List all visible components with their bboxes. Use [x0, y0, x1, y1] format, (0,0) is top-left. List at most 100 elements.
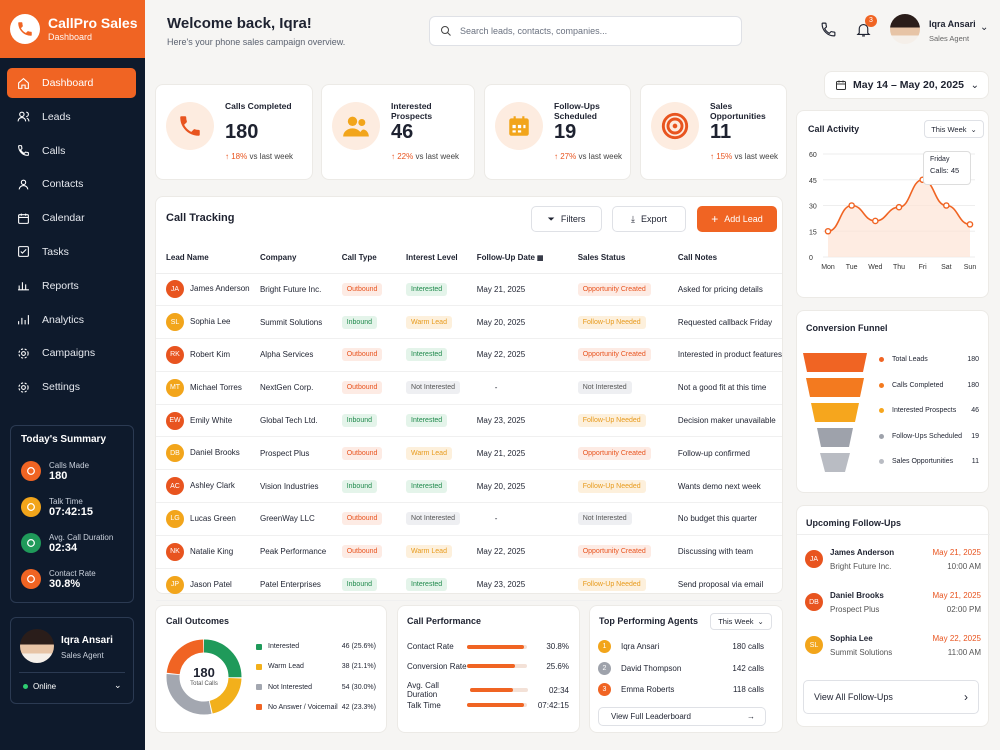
- table-row[interactable]: EW Emily White Global Tech Ltd. Inbound Inte…: [156, 404, 782, 438]
- header-avatar[interactable]: [890, 14, 920, 44]
- followup-item[interactable]: SL Sophia Lee Summit Solutions May 22, 2025…: [805, 632, 981, 672]
- column-header[interactable]: Lead Name: [156, 242, 250, 274]
- funnel-stage[interactable]: [817, 428, 853, 447]
- data-point[interactable]: [872, 217, 879, 225]
- welcome-subtitle: Here's your phone sales campaign overvie…: [167, 37, 346, 47]
- column-header[interactable]: Call Type: [331, 242, 397, 274]
- funnel-stage[interactable]: [820, 453, 850, 472]
- interest-cell: Interested: [396, 338, 467, 372]
- lead-name[interactable]: Daniel Brooks: [190, 448, 240, 458]
- sidebar-item-contacts[interactable]: Contacts: [7, 169, 136, 199]
- target-icon: [651, 102, 699, 150]
- agent-row[interactable]: 1 Iqra Ansari 180 calls: [598, 640, 764, 653]
- sidebar-item-calendar[interactable]: Calendar: [7, 203, 136, 233]
- lead-name[interactable]: Emily White: [190, 415, 233, 425]
- funnel-stage[interactable]: [806, 378, 864, 397]
- lead-name[interactable]: Robert Kim: [190, 350, 231, 360]
- lead-name[interactable]: James Anderson: [190, 284, 250, 294]
- table-row[interactable]: JP Jason Patel Patel Enterprises Inbound Int…: [156, 568, 782, 602]
- rank-badge: 1: [598, 640, 611, 653]
- table-row[interactable]: NK Natalie King Peak Performance Outbound Wa…: [156, 535, 782, 569]
- table-row[interactable]: MT Michael Torres NextGen Corp. Outbound Not…: [156, 371, 782, 405]
- chevron-down-icon[interactable]: ⌄: [114, 680, 122, 690]
- followup-item[interactable]: JA James Anderson Bright Future Inc. May 21…: [805, 546, 981, 586]
- data-point[interactable]: [824, 227, 832, 235]
- call-notes-cell: Discussing with team: [667, 535, 782, 569]
- funnel-stage[interactable]: [803, 353, 867, 372]
- column-header[interactable]: Interest Level: [396, 242, 467, 274]
- sidebar-item-leads[interactable]: Leads: [7, 102, 136, 132]
- brand[interactable]: CallPro Sales Dashboard: [0, 0, 145, 58]
- table-row[interactable]: SL Sophia Lee Summit Solutions Inbound Warm …: [156, 305, 782, 340]
- stat-card[interactable]: Calls Completed 180 ↑ 18% vs last week: [155, 84, 313, 180]
- donut-total-label: Total Calls: [190, 681, 218, 687]
- welcome-title: Welcome back, Iqra!: [167, 15, 312, 32]
- data-point[interactable]: [943, 202, 950, 209]
- donut-slice[interactable]: [166, 639, 242, 715]
- column-header[interactable]: Call Notes: [667, 242, 782, 274]
- column-header[interactable]: Company: [249, 242, 332, 274]
- download-icon: ⤓: [631, 213, 635, 224]
- stat-card[interactable]: Sales Opportunities 11 ↑ 15% vs last week: [640, 84, 787, 180]
- sidebar-item-settings[interactable]: Settings: [7, 372, 136, 402]
- sales-status-cell: Follow-Up Needed: [567, 305, 668, 340]
- table-row[interactable]: JA James Anderson Bright Future Inc. Outbou…: [156, 273, 782, 307]
- funnel-stage[interactable]: [811, 403, 859, 422]
- add-lead-button[interactable]: + Add Lead: [697, 206, 777, 232]
- lead-name[interactable]: Lucas Green: [190, 514, 236, 524]
- lead-name[interactable]: Natalie King: [190, 546, 234, 556]
- table-row[interactable]: AC Ashley Clark Vision Industries Inbound In…: [156, 469, 782, 504]
- range-select[interactable]: This Week ⌄: [924, 120, 984, 138]
- data-point[interactable]: [895, 203, 903, 211]
- chevron-down-icon[interactable]: ⌄: [980, 22, 989, 33]
- lead-name[interactable]: Ashley Clark: [190, 481, 235, 491]
- sidebar-item-calls[interactable]: Calls: [7, 136, 136, 166]
- stat-card[interactable]: Interested Prospects 46 ↑ 22% vs last week: [321, 84, 475, 180]
- export-button[interactable]: ⤓ Export: [612, 206, 686, 232]
- table-row[interactable]: RK Robert Kim Alpha Services Outbound Intere…: [156, 338, 782, 372]
- lead-name[interactable]: Michael Torres: [190, 382, 242, 392]
- followups-card: Upcoming Follow-Ups JA James Anderson Brig…: [796, 505, 990, 727]
- performance-bar-fill: [467, 664, 515, 668]
- sidebar-item-tasks[interactable]: Tasks: [7, 237, 136, 267]
- outcome-label: Warm Lead: [268, 663, 304, 671]
- search-input[interactable]: Search leads, contacts, companies...: [460, 26, 608, 36]
- search-bar[interactable]: Search leads, contacts, companies...: [429, 16, 742, 46]
- date-range-picker[interactable]: May 14 – May 20, 2025 ⌄: [824, 71, 989, 99]
- donut-slice[interactable]: [166, 639, 242, 715]
- followup-date: May 22, 2025: [476, 350, 526, 360]
- table-row[interactable]: DB Daniel Brooks Prospect Plus Outbound Warm…: [156, 436, 782, 471]
- stat-card[interactable]: Follow-Ups Scheduled 19 ↑ 27% vs last week: [484, 84, 631, 180]
- sidebar-item-reports[interactable]: Reports: [7, 271, 136, 301]
- status-badge: Follow-Up Needed: [577, 414, 646, 428]
- sidebar-item-campaigns[interactable]: Campaigns: [7, 338, 136, 368]
- calendar-icon: [836, 80, 846, 90]
- table-row[interactable]: LG Lucas Green GreenWay LLC Outbound Not Int…: [156, 502, 782, 536]
- filters-button[interactable]: ⏷ Filters: [531, 206, 602, 232]
- column-header[interactable]: Sales Status: [567, 242, 668, 274]
- bell-icon[interactable]: [855, 21, 872, 43]
- view-all-followups-button[interactable]: View All Follow-Ups ›: [803, 680, 979, 714]
- summary-icon: [21, 533, 41, 553]
- user-card[interactable]: Iqra Ansari Sales Agent Online ⌄: [10, 617, 134, 704]
- sidebar-item-dashboard[interactable]: Dashboard: [7, 68, 136, 98]
- lead-name[interactable]: Sophia Lee: [190, 317, 231, 327]
- lead-name[interactable]: Jason Patel: [190, 579, 232, 589]
- call-notes: No budget this quarter: [677, 514, 758, 524]
- call-type-badge: Outbound: [341, 545, 383, 559]
- company: Bright Future Inc.: [259, 284, 322, 294]
- data-point[interactable]: [966, 221, 974, 228]
- view-leaderboard-button[interactable]: View Full Leaderboard →: [598, 707, 766, 726]
- sidebar-item-analytics[interactable]: Analytics: [7, 305, 136, 335]
- export-label: Export: [640, 214, 667, 224]
- sidebar-item-label: Calls: [42, 144, 66, 157]
- followup-item[interactable]: DB Daniel Brooks Prospect Plus May 21, 2025…: [805, 589, 981, 629]
- agent-row[interactable]: 2 David Thompson 142 calls: [598, 661, 764, 675]
- funnel-legend-item: Follow-Ups Scheduled 19: [879, 433, 979, 440]
- phone-icon[interactable]: [820, 21, 837, 43]
- agent-row[interactable]: 3 Emma Roberts 118 calls: [598, 683, 764, 696]
- agents-range-select[interactable]: This Week ⌄: [710, 613, 772, 630]
- column-header[interactable]: Follow-Up Date ▦: [466, 242, 568, 274]
- data-point[interactable]: [848, 202, 855, 209]
- arrow-up-icon: ↑: [554, 152, 561, 161]
